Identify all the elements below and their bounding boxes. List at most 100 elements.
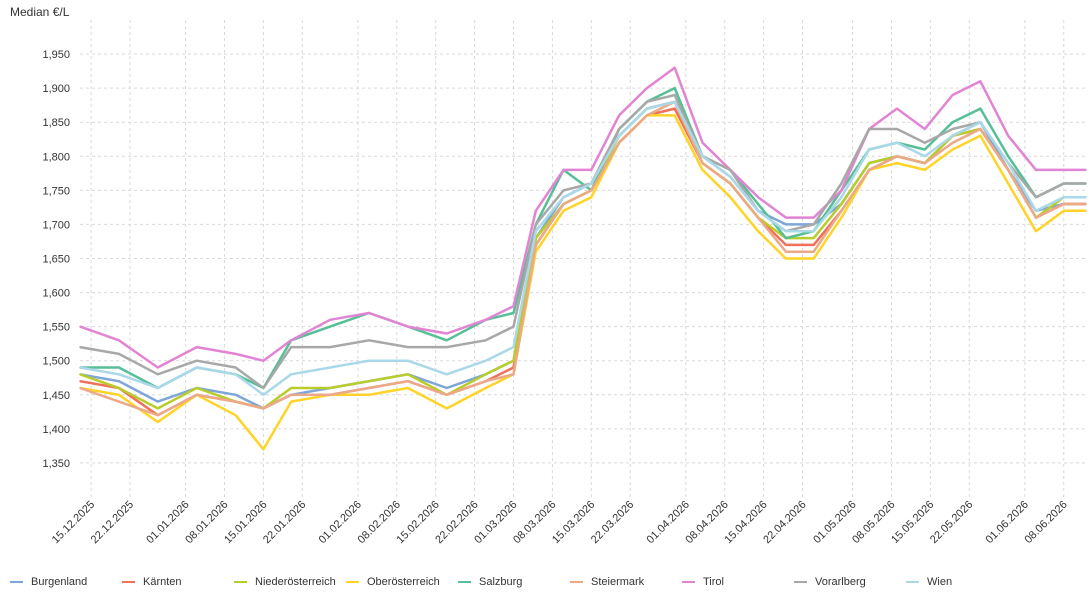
data-point [618, 128, 620, 130]
data-point [290, 346, 293, 348]
y-tick-label: 1,900 [42, 83, 70, 95]
data-point [896, 155, 898, 158]
data-point [79, 373, 81, 376]
data-point [157, 373, 159, 376]
data-point [484, 387, 487, 389]
data-point [1085, 210, 1087, 212]
data-point [157, 366, 159, 369]
data-point [896, 107, 898, 110]
legend-item[interactable]: Niederösterreich [234, 573, 336, 591]
data-point [1007, 182, 1009, 185]
data-point [368, 339, 370, 342]
data-point [234, 373, 237, 376]
data-point [840, 189, 843, 192]
legend-swatch [458, 581, 471, 583]
data-point [118, 400, 120, 403]
data-point [785, 244, 787, 246]
data-point [290, 387, 293, 389]
legend-swatch [234, 581, 247, 583]
legend-item[interactable]: Tirol [682, 573, 724, 591]
data-point [446, 373, 448, 376]
legend-item[interactable]: Kärnten [122, 573, 182, 591]
data-point [195, 387, 198, 389]
data-point [118, 353, 120, 355]
data-point [840, 182, 843, 185]
data-point [157, 421, 159, 423]
data-point [562, 210, 565, 212]
series-tirol [79, 66, 1087, 369]
legend-label: Wien [927, 576, 953, 588]
data-point [368, 394, 370, 396]
data-point [512, 312, 515, 314]
data-point [234, 400, 237, 403]
data-point [646, 87, 648, 89]
data-point [1035, 196, 1037, 198]
data-point [1063, 203, 1065, 205]
data-point [868, 148, 870, 151]
data-point [262, 394, 265, 396]
data-point [118, 394, 120, 396]
data-point [1007, 135, 1009, 137]
data-point [118, 366, 120, 369]
data-point [1085, 196, 1087, 198]
data-point [896, 162, 898, 164]
data-point [368, 387, 370, 389]
data-point [368, 359, 370, 362]
y-tick-label: 1,950 [42, 49, 70, 61]
series-line [79, 100, 1086, 417]
data-point [1035, 169, 1037, 171]
data-point [701, 169, 704, 171]
data-point [562, 169, 565, 171]
data-point [673, 94, 676, 96]
legend-swatch [906, 581, 919, 583]
y-tick-label: 1,750 [42, 185, 70, 197]
legend-item[interactable]: Wien [906, 573, 952, 591]
data-point [195, 346, 198, 348]
data-point [262, 387, 265, 389]
data-point [924, 169, 926, 171]
series-lines [79, 66, 1087, 451]
legend-item[interactable]: Steiermark [570, 573, 644, 591]
data-point [757, 203, 759, 205]
y-tick-label: 1,650 [42, 254, 70, 266]
data-point [535, 210, 537, 212]
series-line [79, 100, 1086, 397]
data-point [290, 339, 293, 342]
legend-item[interactable]: Oberösterreich [346, 573, 440, 591]
y-tick-label: 1,800 [42, 151, 70, 163]
series-line [80, 86, 1086, 390]
data-point [262, 407, 265, 410]
data-point [840, 196, 843, 198]
data-point [195, 366, 198, 369]
data-point [562, 203, 565, 205]
data-point [262, 448, 265, 451]
data-point [79, 366, 81, 369]
legend-item[interactable]: Salzburg [458, 573, 522, 591]
data-point [262, 359, 265, 362]
data-point [979, 135, 982, 137]
data-point [1035, 230, 1037, 232]
data-point [951, 148, 954, 151]
data-point [812, 257, 815, 260]
data-point [446, 339, 448, 342]
data-point [484, 380, 487, 383]
data-point [951, 128, 954, 130]
data-point [979, 107, 982, 110]
legend-item[interactable]: Vorarlberg [794, 573, 866, 591]
legend-item[interactable]: Burgenland [10, 573, 87, 591]
data-point [329, 394, 331, 396]
data-point [757, 196, 759, 198]
data-point [701, 155, 704, 158]
y-tick-label: 1,350 [42, 458, 70, 470]
data-point [535, 230, 537, 232]
chart-grid [80, 20, 1086, 497]
data-point [368, 312, 370, 314]
data-point [757, 210, 759, 212]
data-point [924, 162, 926, 164]
data-point [618, 141, 620, 144]
legend-label: Kärnten [143, 576, 182, 588]
legend-label: Steiermark [591, 576, 645, 588]
series-wien [79, 100, 1087, 397]
data-point [290, 400, 293, 403]
